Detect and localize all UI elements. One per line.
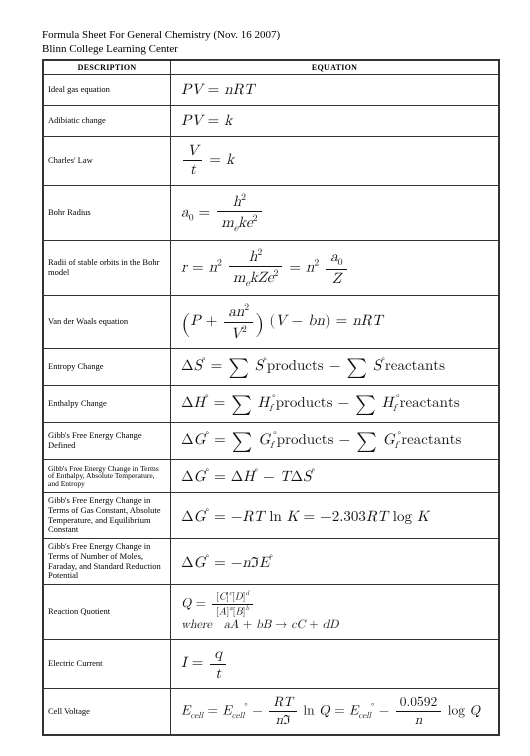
table-row: Entropy Change ΔS° = ∑ S°products − ∑ S°… — [43, 349, 499, 386]
desc-ideal-gas: Ideal gas equation — [43, 74, 171, 105]
eqn-bohr-radius: a0 = h2meke2 — [171, 185, 499, 240]
desc-vdw: Van der Waals equation — [43, 296, 171, 349]
table-row: Gibb's Free Energy Change in Terms of En… — [43, 460, 499, 493]
eqn-cell-voltage: Ecell = Ecell° − RTnℑ ln Q = Ecell° − 0.… — [171, 689, 499, 735]
page: Formula Sheet For General Chemistry (Nov… — [0, 0, 530, 756]
desc-gibbs-def: Gibb's Free Energy Change Defined — [43, 423, 171, 460]
title-line-2: Blinn College Learning Center — [42, 42, 500, 56]
table-row: Ideal gas equation PV = nRT — [43, 74, 499, 105]
eqn-current: I = qt — [171, 640, 499, 689]
desc-adiabatic: Adibiatic change — [43, 105, 171, 136]
col-equation: EQUATION — [171, 60, 499, 75]
desc-gibbs-hts: Gibb's Free Energy Change in Terms of En… — [43, 460, 171, 493]
table-row: Gibb's Free Energy Change in Terms of Ga… — [43, 493, 499, 539]
eqn-ideal-gas: PV = nRT — [171, 74, 499, 105]
table-row: Reaction Quotient Q = [C]c[D]d[A]a[B]b w… — [43, 585, 499, 640]
desc-bohr-radius: Bohr Radius — [43, 185, 171, 240]
desc-gibbs-nfe: Gibb's Free Energy Change in Terms of Nu… — [43, 539, 171, 585]
eqn-entropy: ΔS° = ∑ S°products − ∑ S°reactants — [171, 349, 499, 386]
eqn-reaction-q: Q = [C]c[D]d[A]a[B]b where aA + bB → cC … — [171, 585, 499, 640]
title-line-1: Formula Sheet For General Chemistry (Nov… — [42, 28, 500, 42]
table-row: Gibb's Free Energy Change Defined ΔG° = … — [43, 423, 499, 460]
desc-enthalpy: Enthalpy Change — [43, 386, 171, 423]
eqn-enthalpy: ΔH° = ∑ Hf°products − ∑ Hf°reactants — [171, 386, 499, 423]
eqn-gibbs-rtk: ΔG° = −RT ln K = −2.303RT log K — [171, 493, 499, 539]
table-header-row: DESCRIPTION EQUATION — [43, 60, 499, 75]
eqn-vdw: (P + an2V2) (V − bn) = nRT — [171, 296, 499, 349]
table-row: Charles' Law Vt = k — [43, 136, 499, 185]
table-row: Van der Waals equation (P + an2V2) (V − … — [43, 296, 499, 349]
table-row: Cell Voltage Ecell = Ecell° − RTnℑ ln Q … — [43, 689, 499, 735]
table-row: Electric Current I = qt — [43, 640, 499, 689]
eqn-gibbs-hts: ΔG° = ΔH° − TΔS° — [171, 460, 499, 493]
table-row: Bohr Radius a0 = h2meke2 — [43, 185, 499, 240]
desc-cell-voltage: Cell Voltage — [43, 689, 171, 735]
desc-current: Electric Current — [43, 640, 171, 689]
table-row: Radii of stable orbits in the Bohr model… — [43, 240, 499, 295]
desc-charles: Charles' Law — [43, 136, 171, 185]
formula-table: DESCRIPTION EQUATION Ideal gas equation … — [42, 59, 500, 736]
eqn-charles: Vt = k — [171, 136, 499, 185]
eqn-gibbs-def: ΔG° = ∑ Gf°products − ∑ Gf°reactants — [171, 423, 499, 460]
eqn-adiabatic: PV = k — [171, 105, 499, 136]
col-description: DESCRIPTION — [43, 60, 171, 75]
table-row: Adibiatic change PV = k — [43, 105, 499, 136]
table-row: Enthalpy Change ΔH° = ∑ Hf°products − ∑ … — [43, 386, 499, 423]
eqn-gibbs-nfe: ΔG° = −nℑE° — [171, 539, 499, 585]
desc-bohr-orbits: Radii of stable orbits in the Bohr model — [43, 240, 171, 295]
eqn-bohr-orbits: r = n2 h2mekZe2 = n2 a0Z — [171, 240, 499, 295]
table-row: Gibb's Free Energy Change in Terms of Nu… — [43, 539, 499, 585]
desc-gibbs-rtk: Gibb's Free Energy Change in Terms of Ga… — [43, 493, 171, 539]
desc-reaction-q: Reaction Quotient — [43, 585, 171, 640]
desc-entropy: Entropy Change — [43, 349, 171, 386]
